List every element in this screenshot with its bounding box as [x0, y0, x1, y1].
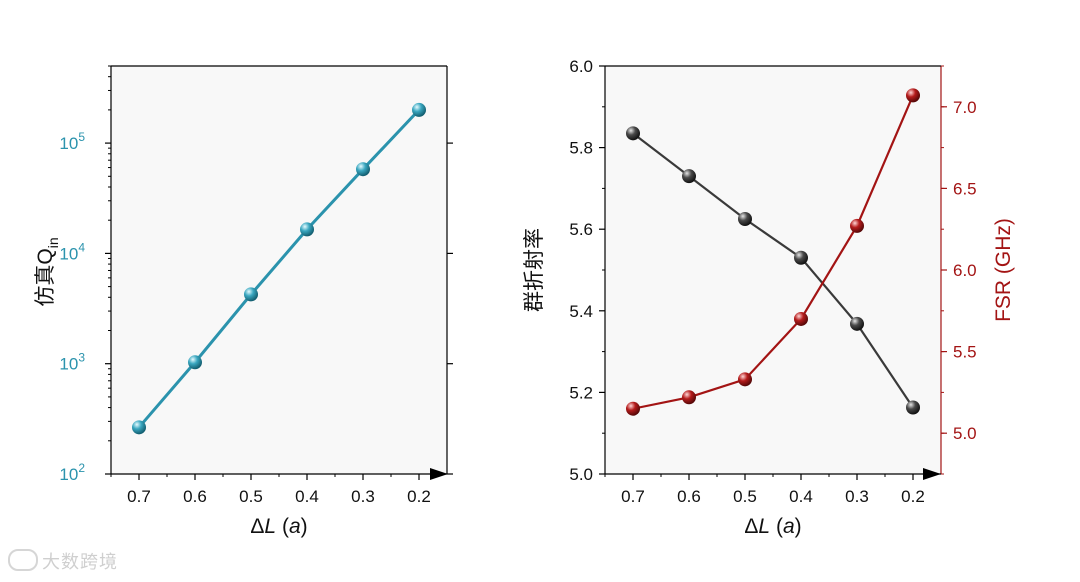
chart-q-simulation: 0.7 0.6 0.5 0.4 0.3 0.2 102 103 104 105 仿真Qin ΔL … — [34, 65, 453, 538]
y-axis-right-title: FSR (GHz) — [992, 218, 1015, 322]
data-point-group-index — [626, 126, 640, 141]
data-point — [188, 355, 202, 370]
y-tick-label: 102 — [59, 461, 85, 484]
chart-group-index-fsr: 0.7 0.6 0.5 0.4 0.3 0.2 5.0 5.2 5.4 5.6 5.8 6.0 5.0 5… — [523, 57, 1015, 538]
y-left-tick-label: 5.8 — [569, 139, 593, 158]
y-left-tick-label: 5.4 — [569, 302, 593, 321]
data-point — [244, 287, 258, 302]
y-right-tick-label: 7.0 — [953, 98, 977, 117]
series-line — [137, 108, 421, 429]
data-point — [356, 162, 370, 177]
y-right-tick-label: 6.0 — [953, 261, 977, 280]
x-axis-arrow — [430, 468, 448, 480]
y-axis-left-title: 群折射率 — [523, 228, 546, 312]
data-point — [132, 420, 146, 435]
x-axis-arrow — [923, 468, 941, 480]
x-axis-title: ΔL (a) — [744, 515, 801, 538]
data-point-fsr — [682, 390, 696, 405]
y-right-tick-label: 6.5 — [953, 179, 977, 198]
y-right-tick-label: 5.5 — [953, 343, 977, 362]
data-point — [300, 222, 314, 237]
series-line-group-index — [632, 132, 914, 409]
y-axis-title: 仿真Qin — [34, 237, 61, 306]
y-tick-label: 104 — [59, 240, 85, 263]
x-tick-label: 0.2 — [901, 487, 925, 506]
y-left-tick-label: 5.0 — [569, 465, 593, 484]
plot-area — [605, 66, 941, 474]
data-point-group-index — [682, 169, 696, 184]
y-left-tick-label: 6.0 — [569, 57, 593, 76]
x-tick-label: 0.7 — [621, 487, 645, 506]
x-tick-label: 0.5 — [733, 487, 757, 506]
data-point-fsr — [738, 372, 752, 387]
plot-area — [111, 66, 447, 474]
data-point-group-index — [906, 400, 920, 415]
data-point-group-index — [794, 250, 808, 265]
x-tick-label: 0.3 — [351, 487, 375, 506]
data-point-fsr — [850, 218, 864, 233]
y-tick-label: 105 — [59, 130, 85, 153]
data-point-group-index — [850, 316, 864, 331]
y-left-tick-label: 5.6 — [569, 220, 593, 239]
series-line-fsr — [632, 94, 915, 410]
data-point-group-index — [738, 212, 752, 226]
watermark: 大数跨境 — [8, 548, 118, 574]
x-tick-label: 0.2 — [407, 487, 431, 506]
data-point-fsr — [906, 88, 920, 103]
data-point — [412, 102, 426, 117]
x-tick-label: 0.3 — [845, 487, 869, 506]
y-right-tick-label: 5.0 — [953, 424, 977, 443]
y-left-tick-label: 5.2 — [569, 383, 593, 402]
x-tick-label: 0.4 — [295, 487, 319, 506]
watermark-logo-icon — [8, 549, 38, 571]
data-point-fsr — [794, 311, 808, 326]
y-tick-label: 103 — [59, 351, 85, 374]
x-tick-label: 0.7 — [127, 487, 151, 506]
x-tick-label: 0.6 — [677, 487, 701, 506]
x-axis-title: ΔL (a) — [250, 515, 307, 538]
data-point-fsr — [626, 401, 640, 416]
x-tick-label: 0.6 — [183, 487, 207, 506]
x-tick-label: 0.4 — [789, 487, 813, 506]
x-tick-label: 0.5 — [239, 487, 263, 506]
